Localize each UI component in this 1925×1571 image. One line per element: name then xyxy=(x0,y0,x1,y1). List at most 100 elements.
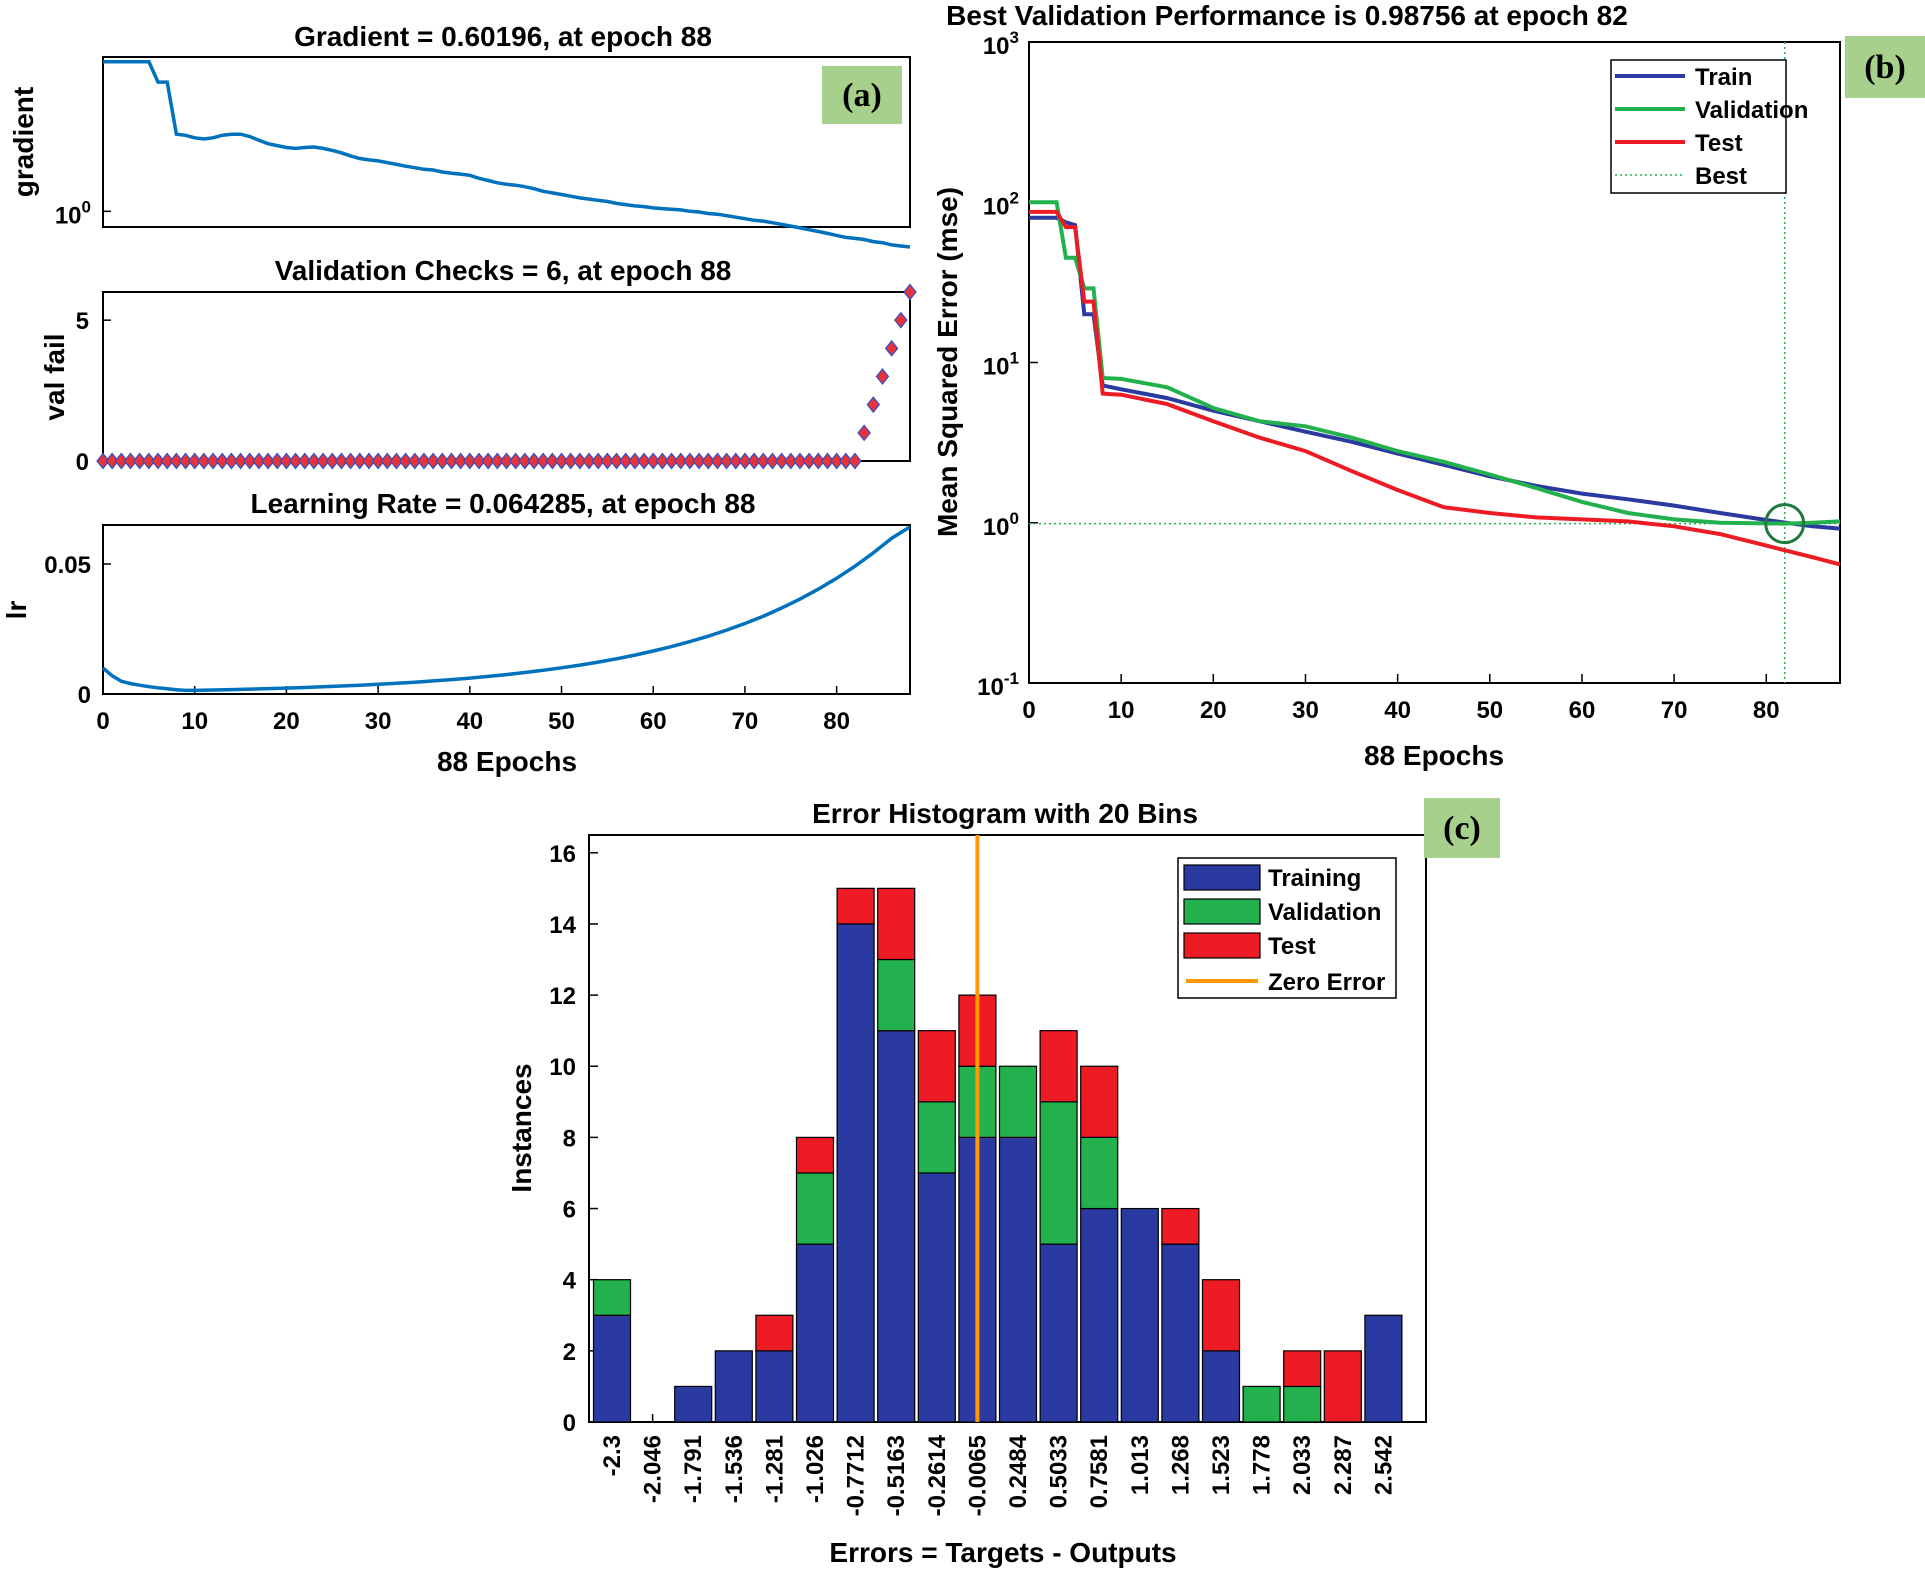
valfail-marker xyxy=(343,452,358,470)
gradient-subplot: Gradient = 0.60196, at epoch 88 gradient… xyxy=(8,21,911,249)
perf-xtick-label: 70 xyxy=(1661,697,1688,724)
valfail-marker xyxy=(894,311,908,329)
hist-xtick-label: -0.2614 xyxy=(924,1434,951,1516)
hist-xtick-label: -1.791 xyxy=(680,1435,707,1503)
gradient-line xyxy=(103,60,911,249)
hist-ytick-label: 2 xyxy=(563,1339,576,1366)
hist-xtick-label: -0.5163 xyxy=(883,1435,910,1516)
valfail-marker xyxy=(316,452,330,470)
hist-ytick-label: 4 xyxy=(563,1268,577,1295)
valfail-ytick-label: 0 xyxy=(76,449,89,476)
valfail-marker xyxy=(536,452,550,470)
valfail-title: Validation Checks = 6, at epoch 88 xyxy=(275,255,732,286)
perf-ytick-label: 100 xyxy=(983,509,1019,541)
hist-xtick-label: 0.7581 xyxy=(1086,1435,1113,1508)
perf-line-test xyxy=(1029,209,1841,567)
hist-bar-test xyxy=(917,1030,956,1103)
lr-xtick-label: 80 xyxy=(823,708,850,735)
hist-xtick-label: -0.7712 xyxy=(843,1435,870,1516)
best-marker xyxy=(1764,503,1806,545)
perf-xtick-label: 10 xyxy=(1108,697,1135,724)
valfail-marker xyxy=(793,452,807,470)
hist-bar-validation xyxy=(795,1172,835,1245)
valfail-marker xyxy=(206,452,220,470)
lr-axes xyxy=(102,524,911,695)
valfail-marker xyxy=(811,452,826,470)
hist-bar-test xyxy=(1039,1030,1078,1103)
valfail-marker xyxy=(389,452,404,470)
hist-ytick-label: 14 xyxy=(549,912,576,939)
valfail-marker xyxy=(728,452,743,470)
hist-ylabel: Instances xyxy=(506,1063,537,1192)
valfail-subplot: Validation Checks = 6, at epoch 88 val f… xyxy=(39,255,917,476)
valfail-marker xyxy=(747,452,761,470)
valfail-marker xyxy=(96,452,110,470)
perf-xlabel: 88 Epochs xyxy=(1364,740,1504,771)
valfail-marker xyxy=(637,452,651,470)
valfail-marker xyxy=(600,452,615,470)
lr-xtick-label: 50 xyxy=(548,708,575,735)
lr-xtick-label: 40 xyxy=(456,708,483,735)
valfail-marker xyxy=(839,452,853,470)
panel-b-label: (b) xyxy=(1864,49,1906,86)
valfail-marker xyxy=(233,452,248,470)
hist-bar-training xyxy=(674,1385,713,1423)
histogram-subplot: Error Histogram with 20 Bins Instances 0… xyxy=(506,798,1500,1568)
hist-xtick-label: 0.5033 xyxy=(1046,1435,1073,1508)
valfail-marker xyxy=(426,452,440,470)
hist-bar-training xyxy=(998,1136,1038,1423)
gradient-ylabel: gradient xyxy=(8,87,39,197)
perf-ytick-label: 10-1 xyxy=(977,669,1019,701)
valfail-marker xyxy=(197,452,211,470)
valfail-marker xyxy=(169,452,184,470)
valfail-marker xyxy=(545,452,560,470)
valfail-marker xyxy=(527,452,541,470)
legend-validation: Validation xyxy=(1695,97,1808,124)
valfail-marker xyxy=(132,452,147,470)
hist-bar-validation xyxy=(1080,1136,1119,1210)
valfail-marker xyxy=(765,452,780,470)
hist-legend: Training Validation Test Zero Error xyxy=(1177,857,1397,999)
valfail-marker xyxy=(738,452,752,470)
legend-test-hist: Test xyxy=(1268,933,1316,960)
hist-xtick-label: 2.542 xyxy=(1370,1435,1397,1495)
valfail-marker xyxy=(114,452,129,470)
legend-swatch-test-hist xyxy=(1183,932,1261,959)
hist-bar-training xyxy=(1161,1243,1200,1423)
valfail-marker xyxy=(362,452,376,470)
valfail-marker xyxy=(481,452,495,470)
valfail-marker xyxy=(618,452,633,470)
hist-xtick-label: 1.778 xyxy=(1249,1435,1276,1495)
valfail-marker xyxy=(160,452,174,470)
valfail-marker xyxy=(518,452,532,470)
lr-subplot: Learning Rate = 0.064285, at epoch 88 lr… xyxy=(1,488,911,777)
panel-b-label-box xyxy=(1845,36,1925,98)
legend-best: Best xyxy=(1695,163,1747,190)
hist-bar-training xyxy=(836,923,875,1423)
valfail-marker xyxy=(609,452,624,470)
gradient-ytick-label: 100 xyxy=(55,197,91,229)
hist-ytick-label: 6 xyxy=(563,1197,576,1224)
valfail-marker xyxy=(554,452,569,470)
hist-bar-training xyxy=(1120,1207,1159,1423)
valfail-marker xyxy=(719,452,734,470)
valfail-marker xyxy=(820,452,835,470)
valfail-marker xyxy=(563,452,578,470)
valfail-marker xyxy=(261,452,275,470)
valfail-marker xyxy=(866,396,881,414)
hist-bar-validation xyxy=(877,958,916,1032)
hist-bar-test xyxy=(1161,1207,1200,1245)
valfail-marker xyxy=(646,452,660,470)
lr-ytick-label: 0 xyxy=(78,682,91,709)
perf-legend: Train Validation Test Best xyxy=(1610,59,1808,194)
hist-title: Error Histogram with 20 Bins xyxy=(812,798,1198,829)
valfail-marker xyxy=(683,452,697,470)
hist-bar-validation xyxy=(1283,1385,1322,1423)
hist-ytick-label: 0 xyxy=(563,1410,576,1437)
valfail-marker xyxy=(774,452,789,470)
hist-bar-training xyxy=(1080,1207,1119,1423)
valfail-marker xyxy=(857,424,871,442)
valfail-marker xyxy=(453,452,468,470)
hist-bar-validation xyxy=(592,1279,632,1316)
legend-swatch-training xyxy=(1183,864,1261,891)
